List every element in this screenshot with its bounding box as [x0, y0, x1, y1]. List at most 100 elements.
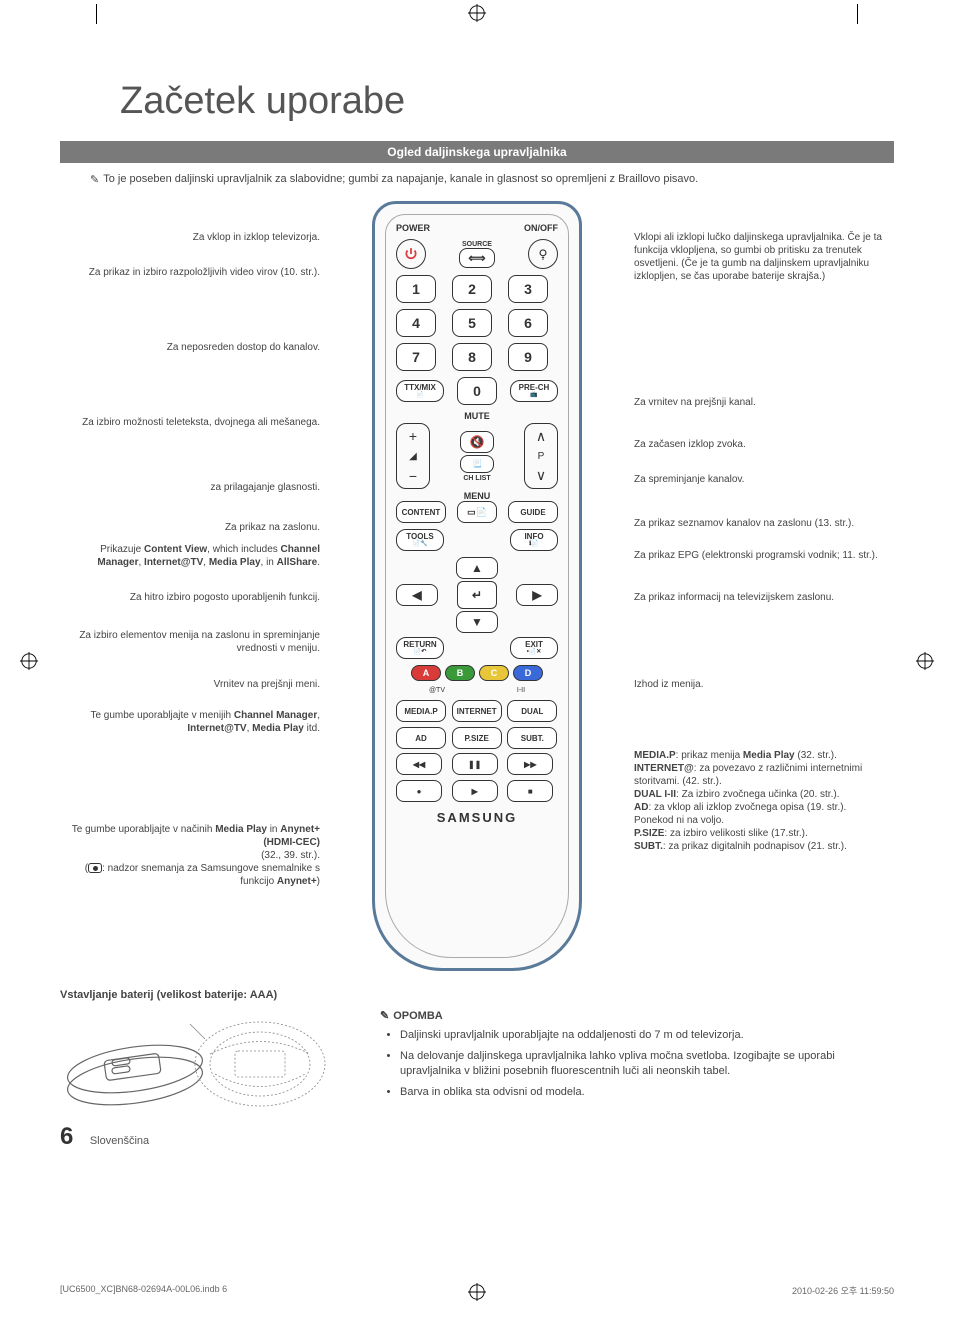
crop-mark: [857, 4, 858, 24]
dpad-enter[interactable]: ↵: [457, 581, 497, 609]
psize-button[interactable]: P.SIZE: [452, 727, 502, 749]
page-number: 6: [60, 1123, 73, 1150]
rewind-button[interactable]: ◀◀: [396, 753, 442, 775]
note-item: Barva in oblika sta odvisni od modela.: [400, 1085, 894, 1100]
color-c-button[interactable]: C: [479, 665, 509, 681]
battery-illustration: [60, 1009, 340, 1119]
page-title: Začetek uporabe: [120, 80, 894, 123]
label-dpad: Za izbiro elementov menija na zaslonu in…: [70, 629, 320, 655]
section-header: Ogled daljinskega upravljalnika: [60, 141, 894, 163]
label-mute: Za začasen izklop zvoka.: [634, 438, 884, 451]
crop-mark: [96, 4, 97, 24]
note-icon: ✎: [380, 1009, 389, 1022]
registration-mark: [20, 652, 38, 670]
num-2[interactable]: 2: [452, 275, 492, 303]
dpad-up[interactable]: ▲: [456, 557, 498, 579]
label-func: MEDIA.P: prikaz menija Media Play (32. s…: [634, 749, 884, 853]
label-tools: Za hitro izbiro pogosto uporabljenih fun…: [70, 591, 320, 604]
volume-rocker[interactable]: +◢−: [396, 423, 430, 489]
mute-button[interactable]: 🔇: [460, 431, 494, 453]
num-3[interactable]: 3: [508, 275, 548, 303]
num-0[interactable]: 0: [457, 377, 497, 405]
internet-button[interactable]: INTERNET: [452, 700, 502, 722]
label-light: Vklopi ali izklopi lučko daljinskega upr…: [634, 231, 884, 283]
registration-mark: [468, 4, 486, 22]
registration-mark: [916, 652, 934, 670]
remote-control: POWER ON/OFF SOURCE ⟺ 1 2 3: [372, 201, 582, 971]
note-icon: ✎: [90, 173, 99, 186]
brand-logo: SAMSUNG: [396, 810, 558, 825]
tools-button[interactable]: TOOLS📄🔧: [396, 529, 444, 551]
label-playback: Te gumbe uporabljajte v načinih Media Pl…: [70, 823, 320, 888]
label-ttxmix: Za izbiro možnosti teleteksta, dvojnega …: [70, 416, 320, 429]
label-source: Za prikaz in izbiro razpoložljivih video…: [70, 266, 320, 279]
footer-left: [UC6500_XC]BN68-02694A-00L06.indb 6: [60, 1284, 227, 1297]
play-button[interactable]: ▶: [452, 780, 498, 802]
color-d-button[interactable]: D: [513, 665, 543, 681]
label-content: Prikazuje Content View, which includes C…: [70, 543, 320, 569]
prech-button[interactable]: PRE-CH📺: [510, 380, 558, 402]
page-language: Slovenščina: [90, 1135, 149, 1147]
forward-button[interactable]: ▶▶: [507, 753, 553, 775]
menu-button[interactable]: ▭📄: [457, 501, 497, 523]
note-item: Daljinski upravljalnik uporabljajte na o…: [400, 1028, 894, 1043]
power-button[interactable]: [396, 239, 426, 269]
note-item: Na delovanje daljinskega upravljalnika l…: [400, 1049, 894, 1079]
light-button[interactable]: [528, 239, 558, 269]
footer-right: 2010-02-26 오후 11:59:50: [792, 1284, 894, 1297]
source-button[interactable]: ⟺: [459, 248, 495, 268]
ttxmix-button[interactable]: TTX/MIX📄: [396, 380, 444, 402]
num-1[interactable]: 1: [396, 275, 436, 303]
intro-note-text: To je poseben daljinski upravljalnik za …: [103, 173, 698, 185]
dual-button[interactable]: DUAL: [507, 700, 557, 722]
record-button[interactable]: ●: [396, 780, 442, 802]
label-return: Vrnitev na prejšnji meni.: [70, 678, 320, 691]
teletext-list-button[interactable]: 📃: [460, 455, 494, 473]
dpad-right[interactable]: ▶: [516, 584, 558, 606]
exit-button[interactable]: EXIT•📄✕: [510, 637, 558, 659]
chlist-label: CH LIST: [463, 475, 490, 482]
label-guide: Za prikaz EPG (elektronski programski vo…: [634, 549, 884, 562]
menu-label: MENU: [396, 491, 558, 501]
intro-note: ✎ To je poseben daljinski upravljalnik z…: [90, 173, 894, 186]
label-chlist: Za prikaz seznamov kanalov na zaslonu (1…: [634, 517, 884, 530]
mute-label: MUTE: [396, 411, 558, 421]
color-a-button[interactable]: A: [411, 665, 441, 681]
label-channel: Za spreminjanje kanalov.: [634, 473, 884, 486]
content-button[interactable]: CONTENT: [396, 501, 446, 523]
label-info: Za prikaz informacij na televizijskem za…: [634, 591, 884, 604]
num-5[interactable]: 5: [452, 309, 492, 337]
label-power: Za vklop in izklop televizorja.: [70, 231, 320, 244]
num-8[interactable]: 8: [452, 343, 492, 371]
mediap-button[interactable]: MEDIA.P: [396, 700, 446, 722]
num-7[interactable]: 7: [396, 343, 436, 371]
channel-rocker[interactable]: ∧P∨: [524, 423, 558, 489]
battery-title: Vstavljanje baterij (velikost baterije: …: [60, 989, 894, 1001]
source-label: SOURCE: [432, 241, 522, 248]
ad-button[interactable]: AD: [396, 727, 446, 749]
label-numbers: Za neposreden dostop do kanalov.: [70, 341, 320, 354]
attv-label: @TV: [429, 687, 445, 694]
return-button[interactable]: RETURN📄↶: [396, 637, 444, 659]
direction-pad: ▲ ▼ ◀ ▶ ↵: [396, 557, 558, 633]
onoff-label: ON/OFF: [524, 223, 558, 233]
label-menu: Za prikaz na zaslonu.: [70, 521, 320, 534]
num-6[interactable]: 6: [508, 309, 548, 337]
num-9[interactable]: 9: [508, 343, 548, 371]
dpad-down[interactable]: ▼: [456, 611, 498, 633]
stop-button[interactable]: ■: [507, 780, 553, 802]
dpad-left[interactable]: ◀: [396, 584, 438, 606]
guide-button[interactable]: GUIDE: [508, 501, 558, 523]
label-volume: za prilagajanje glasnosti.: [70, 481, 320, 494]
label-exit: Izhod iz menija.: [634, 678, 884, 691]
label-prech: Za vrnitev na prejšnji kanal.: [634, 396, 884, 409]
subt-button[interactable]: SUBT.: [507, 727, 557, 749]
power-label: POWER: [396, 223, 430, 233]
num-4[interactable]: 4: [396, 309, 436, 337]
info-button[interactable]: INFOℹ📄: [510, 529, 558, 551]
notes-title: ✎OPOMBA: [380, 1009, 894, 1022]
color-b-button[interactable]: B: [445, 665, 475, 681]
pause-button[interactable]: ❚❚: [452, 753, 498, 775]
label-colors: Te gumbe uporabljajte v menijih Channel …: [70, 709, 320, 735]
iil-label: I-II: [517, 687, 525, 694]
